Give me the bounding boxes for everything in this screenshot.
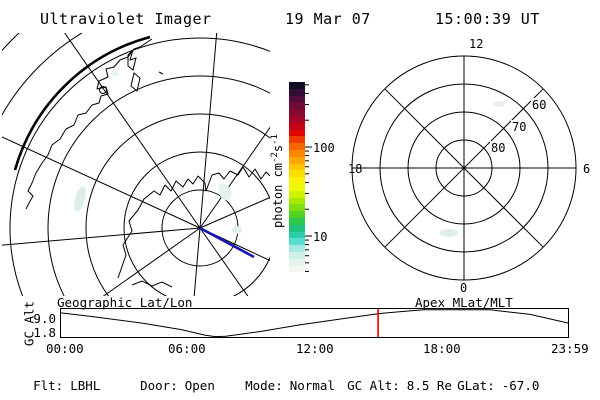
strip-ytick-9: 9.0 xyxy=(33,311,56,326)
seq-value: 39 xyxy=(384,398,399,400)
status-dsp: Dsp: -2.5 xyxy=(215,383,323,400)
colorbar-ticks xyxy=(305,84,312,272)
mlt-6-label: 6 xyxy=(583,162,590,176)
limb-arc xyxy=(13,35,151,171)
apex-dial-caption: Apex MLat/MLT xyxy=(415,295,513,310)
date-label: 19 Mar 07 xyxy=(285,10,371,28)
gcalt-value: 8.5 Re xyxy=(406,378,452,393)
colorbar-gradient xyxy=(289,82,305,280)
glat-value: -67.0 xyxy=(501,378,540,393)
dsp-label: Dsp: xyxy=(245,398,275,400)
mode-label: Mode: xyxy=(245,378,283,393)
geo-map-caption: Geographic Lat/Lon xyxy=(57,295,193,310)
gc-alt-strip-chart xyxy=(60,308,569,338)
mlat-80-label: 80 xyxy=(491,141,505,155)
status-seq: Seq: 39 xyxy=(317,383,399,400)
coastline-antarctica-south xyxy=(131,280,173,288)
track-line xyxy=(199,226,255,259)
coastline-australia xyxy=(25,38,153,210)
mlt-0-label: 0 xyxy=(460,281,467,295)
apex-dial: 12 18 6 0 80 70 60 xyxy=(348,37,590,295)
apex-grid xyxy=(351,55,577,281)
status-gcalt: GC Alt: 8.5 Re xyxy=(317,363,452,400)
unit-exp-2: -2 xyxy=(270,152,280,163)
gain-label: Gain: xyxy=(140,398,178,400)
door-value: Open xyxy=(184,378,215,393)
gain-value: 14 xyxy=(185,398,200,400)
dsp-value: -2.5 xyxy=(293,398,323,400)
coastline-antarctica xyxy=(117,166,270,279)
glon-value: 148.9 xyxy=(502,398,540,400)
flt-label: Flt: xyxy=(33,378,64,393)
coastline-new-zealand xyxy=(127,49,164,92)
colorbar-unit-label: photon cm-2s-1 xyxy=(270,81,285,281)
door-label: Door: xyxy=(140,378,178,393)
gc-alt-curve xyxy=(60,309,569,338)
apex-labels: 12 18 6 0 80 70 60 xyxy=(348,37,590,295)
strip-xtick-0600: 06:00 xyxy=(168,341,206,356)
gcalt-label: GC Alt: xyxy=(347,378,400,393)
strip-xtick-1200: 12:00 xyxy=(296,341,334,356)
colorbar-tick-100: 100 xyxy=(313,141,335,155)
coastline-gulf-loop xyxy=(99,86,107,94)
status-mode: Mode: Normal xyxy=(215,363,335,400)
ip-label: IP: xyxy=(33,398,56,400)
strip-xtick-2359: 23:59 xyxy=(551,341,589,356)
status-flt: Flt: LBHL xyxy=(3,363,100,400)
strip-xtick-1800: 18:00 xyxy=(423,341,461,356)
apex-emission-patches xyxy=(440,101,505,237)
flt-value: LBHL xyxy=(70,378,101,393)
strip-ytick-18: 1.8 xyxy=(33,325,56,340)
glat-label: GLat: xyxy=(457,378,495,393)
status-ip: IP: 36.0 xyxy=(3,383,93,400)
colorbar-tick-10: 10 xyxy=(313,230,328,244)
geo-grid xyxy=(2,33,270,296)
unit-exp-1: -1 xyxy=(270,134,280,145)
page-title: Ultraviolet Imager xyxy=(40,10,212,28)
faint-emission-patches xyxy=(74,70,242,234)
strip-xtick-0000: 00:00 xyxy=(46,341,84,356)
glon-label: GLon: xyxy=(457,398,495,400)
seq-label: Seq: xyxy=(347,398,377,400)
status-gain: Gain: 14 xyxy=(110,383,200,400)
mode-value: Normal xyxy=(289,378,335,393)
mlat-60-label: 60 xyxy=(532,98,546,112)
mlt-12-label: 12 xyxy=(469,37,483,51)
unit-base: photon cm xyxy=(271,162,285,228)
status-glon: GLon: 148.9 xyxy=(427,383,539,400)
status-glat: GLat: -67.0 xyxy=(427,363,539,400)
strip-frame xyxy=(60,308,569,338)
status-door: Door: Open xyxy=(110,363,215,400)
geographic-map xyxy=(2,33,270,296)
mlat-70-label: 70 xyxy=(512,120,526,134)
time-label: 15:00:39 UT xyxy=(435,10,540,28)
mlt-18-label: 18 xyxy=(348,162,362,176)
ip-value: 36.0 xyxy=(63,398,93,400)
